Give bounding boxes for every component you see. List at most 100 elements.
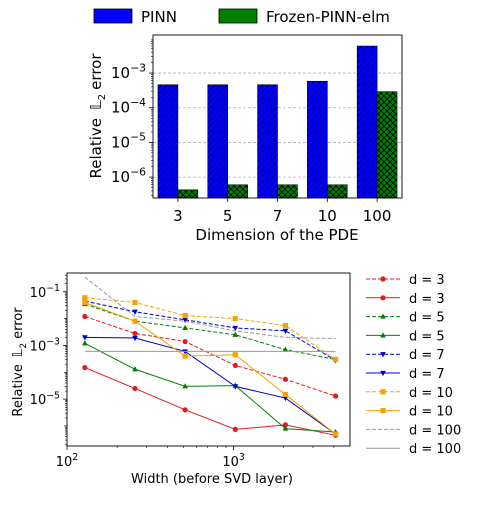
legend-label-frozen: Frozen-PINN-elm: [266, 8, 390, 26]
legend-entry-d-100-dashed: d = 100: [366, 423, 461, 438]
series-line-d-5-solid: [84, 342, 336, 433]
line-chart: 10−5 10−3 10−1 102 103 Width (before SVD la…: [11, 272, 461, 487]
bar-frozen-pinn-elm-5: [227, 184, 248, 199]
series-point-d-10-dashed: [282, 322, 289, 329]
bar-x-ticks: 3 5 7 10 100: [173, 198, 391, 225]
series-point-d-7-solid: [232, 384, 239, 390]
legend-entry-d-10-dashed: d = 10: [366, 386, 453, 401]
bar-x-tick-label: 100: [363, 207, 392, 225]
line-y-tick-label: 10−3: [30, 337, 60, 355]
bar-marks: [157, 45, 398, 199]
legend-swatch-frozen: [218, 8, 258, 24]
series-point-d-10-solid: [82, 299, 88, 306]
legend-label: d = 3: [409, 273, 445, 288]
series-point-d-7-solid: [182, 349, 189, 355]
series-point-d-5-solid: [182, 383, 189, 389]
bar-pinn-7: [257, 84, 278, 199]
series-point-d-7-dashed: [232, 325, 239, 332]
bar-frozen-pinn-elm-3: [177, 189, 199, 199]
series-point-d-3-solid: [282, 422, 289, 428]
legend-entry-d-7-dashed: d = 7: [366, 348, 445, 363]
series-point-d-3-solid: [82, 364, 88, 371]
series-point-d-5-dashed: [232, 331, 239, 337]
series-point-d-10-solid: [282, 391, 289, 398]
legend-label: d = 7: [409, 348, 445, 363]
series-point-d-7-solid: [81, 335, 88, 341]
series-d-7-solid: [81, 335, 339, 438]
series-line-d-10-dashed: [84, 297, 336, 360]
legend-entry-d-3-dashed: d = 3: [366, 273, 445, 288]
legend-label: d = 10: [409, 405, 453, 420]
bar-frozen-pinn-elm-100: [376, 91, 398, 199]
line-x-ticks: 102 103: [56, 446, 335, 470]
series-line-d-7-solid: [84, 336, 336, 435]
legend-label: d = 3: [409, 292, 445, 307]
series-point-d-3-dashed: [132, 330, 138, 337]
bar-pinn-100: [356, 45, 378, 199]
series-point-d-3-dashed: [332, 393, 339, 399]
bar-y-tick-label: 10−3: [111, 61, 146, 82]
line-x-tick-label: 103: [222, 452, 245, 470]
line-series-marks: [81, 276, 339, 438]
series-point-d-5-solid: [282, 425, 289, 431]
series-point-d-7-dashed: [282, 328, 289, 334]
line-legend: d = 3 d = 3 d = 5 d = 5 d = 7 d = 7 d = 10 d = …: [366, 273, 461, 457]
series-line-d-7-dashed: [84, 300, 336, 361]
legend-label: d = 7: [409, 367, 445, 382]
line-x-axis-label: Width (before SVD layer): [131, 472, 293, 487]
line-y-tick-label: 10−5: [30, 390, 60, 408]
series-point-d-7-dashed: [182, 317, 189, 323]
legend-swatch-pinn: [93, 8, 133, 24]
series-point-d-5-dashed: [282, 346, 289, 352]
series-point-d-3-dashed: [182, 338, 188, 345]
series-point-d-5-dashed: [182, 324, 189, 331]
bar-y-ticks: 10−6 10−5 10−4 10−3: [111, 39, 153, 196]
series-point-d-10-solid: [232, 352, 238, 358]
legend-entry-d-3-solid: d = 3: [366, 292, 445, 307]
series-d-100-dashed: [84, 276, 336, 340]
bar-frozen-pinn-elm-10: [326, 184, 348, 199]
bar-x-tick-label: 10: [318, 207, 337, 225]
line-x-tick-label: 102: [56, 452, 79, 470]
series-point-d-10-dashed: [182, 312, 188, 319]
series-point-d-10-solid: [132, 318, 138, 324]
bar-y-tick-label: 10−5: [111, 131, 146, 152]
series-d-10-dashed: [82, 295, 339, 363]
legend-entry-d-100-solid: d = 100: [366, 442, 461, 457]
line-plot-frame: [66, 272, 351, 447]
series-line-d-10-solid: [84, 301, 336, 435]
series-point-d-3-solid: [132, 385, 138, 392]
bar-pinn-5: [207, 84, 228, 199]
legend-label: d = 5: [409, 329, 445, 344]
bar-y-tick-label: 10−6: [111, 165, 146, 186]
line-y-ticks: 10−5 10−3 10−1: [30, 275, 67, 446]
bar-x-tick-label: 7: [273, 207, 283, 225]
legend-entry-d-5-dashed: d = 5: [366, 311, 445, 326]
series-line-d-3-dashed: [84, 316, 336, 397]
legend-label: d = 100: [409, 442, 461, 457]
series-d-3-dashed: [82, 313, 339, 399]
legend-entry-d-5-solid: d = 5: [366, 329, 445, 344]
line-y-tick-label: 10−1: [30, 283, 60, 301]
bar-chart: 10−6 10−5 10−4 10−3 3 5 7 10 100 Dimension of t…: [87, 34, 403, 244]
legend-entry-d-10-solid: d = 10: [366, 405, 453, 420]
bar-x-tick-label: 5: [223, 207, 233, 225]
series-point-d-7-solid: [282, 395, 289, 402]
bar-y-axis-label: Relative𝕃2error: [87, 53, 108, 179]
series-point-d-3-dashed: [282, 376, 289, 382]
series-point-d-7-dashed: [132, 309, 138, 315]
series-point-d-10-dashed: [232, 316, 238, 322]
legend-label: d = 100: [409, 423, 461, 438]
series-point-d-3-solid: [182, 407, 188, 413]
bar-pinn-3: [157, 84, 179, 199]
bar-frozen-pinn-elm-7: [277, 184, 298, 199]
series-d-3-solid: [82, 364, 339, 438]
bar-y-tick-label: 10−4: [111, 96, 146, 117]
series-point-d-10-dashed: [132, 299, 138, 306]
series-point-d-5-solid: [132, 366, 138, 372]
series-point-d-10-dashed: [82, 295, 88, 301]
legend-label-pinn: PINN: [141, 8, 177, 26]
series-point-d-7-solid: [132, 335, 138, 342]
line-y-axis-label: Relative𝕃2error: [11, 307, 29, 417]
legend-label: d = 5: [409, 311, 445, 326]
